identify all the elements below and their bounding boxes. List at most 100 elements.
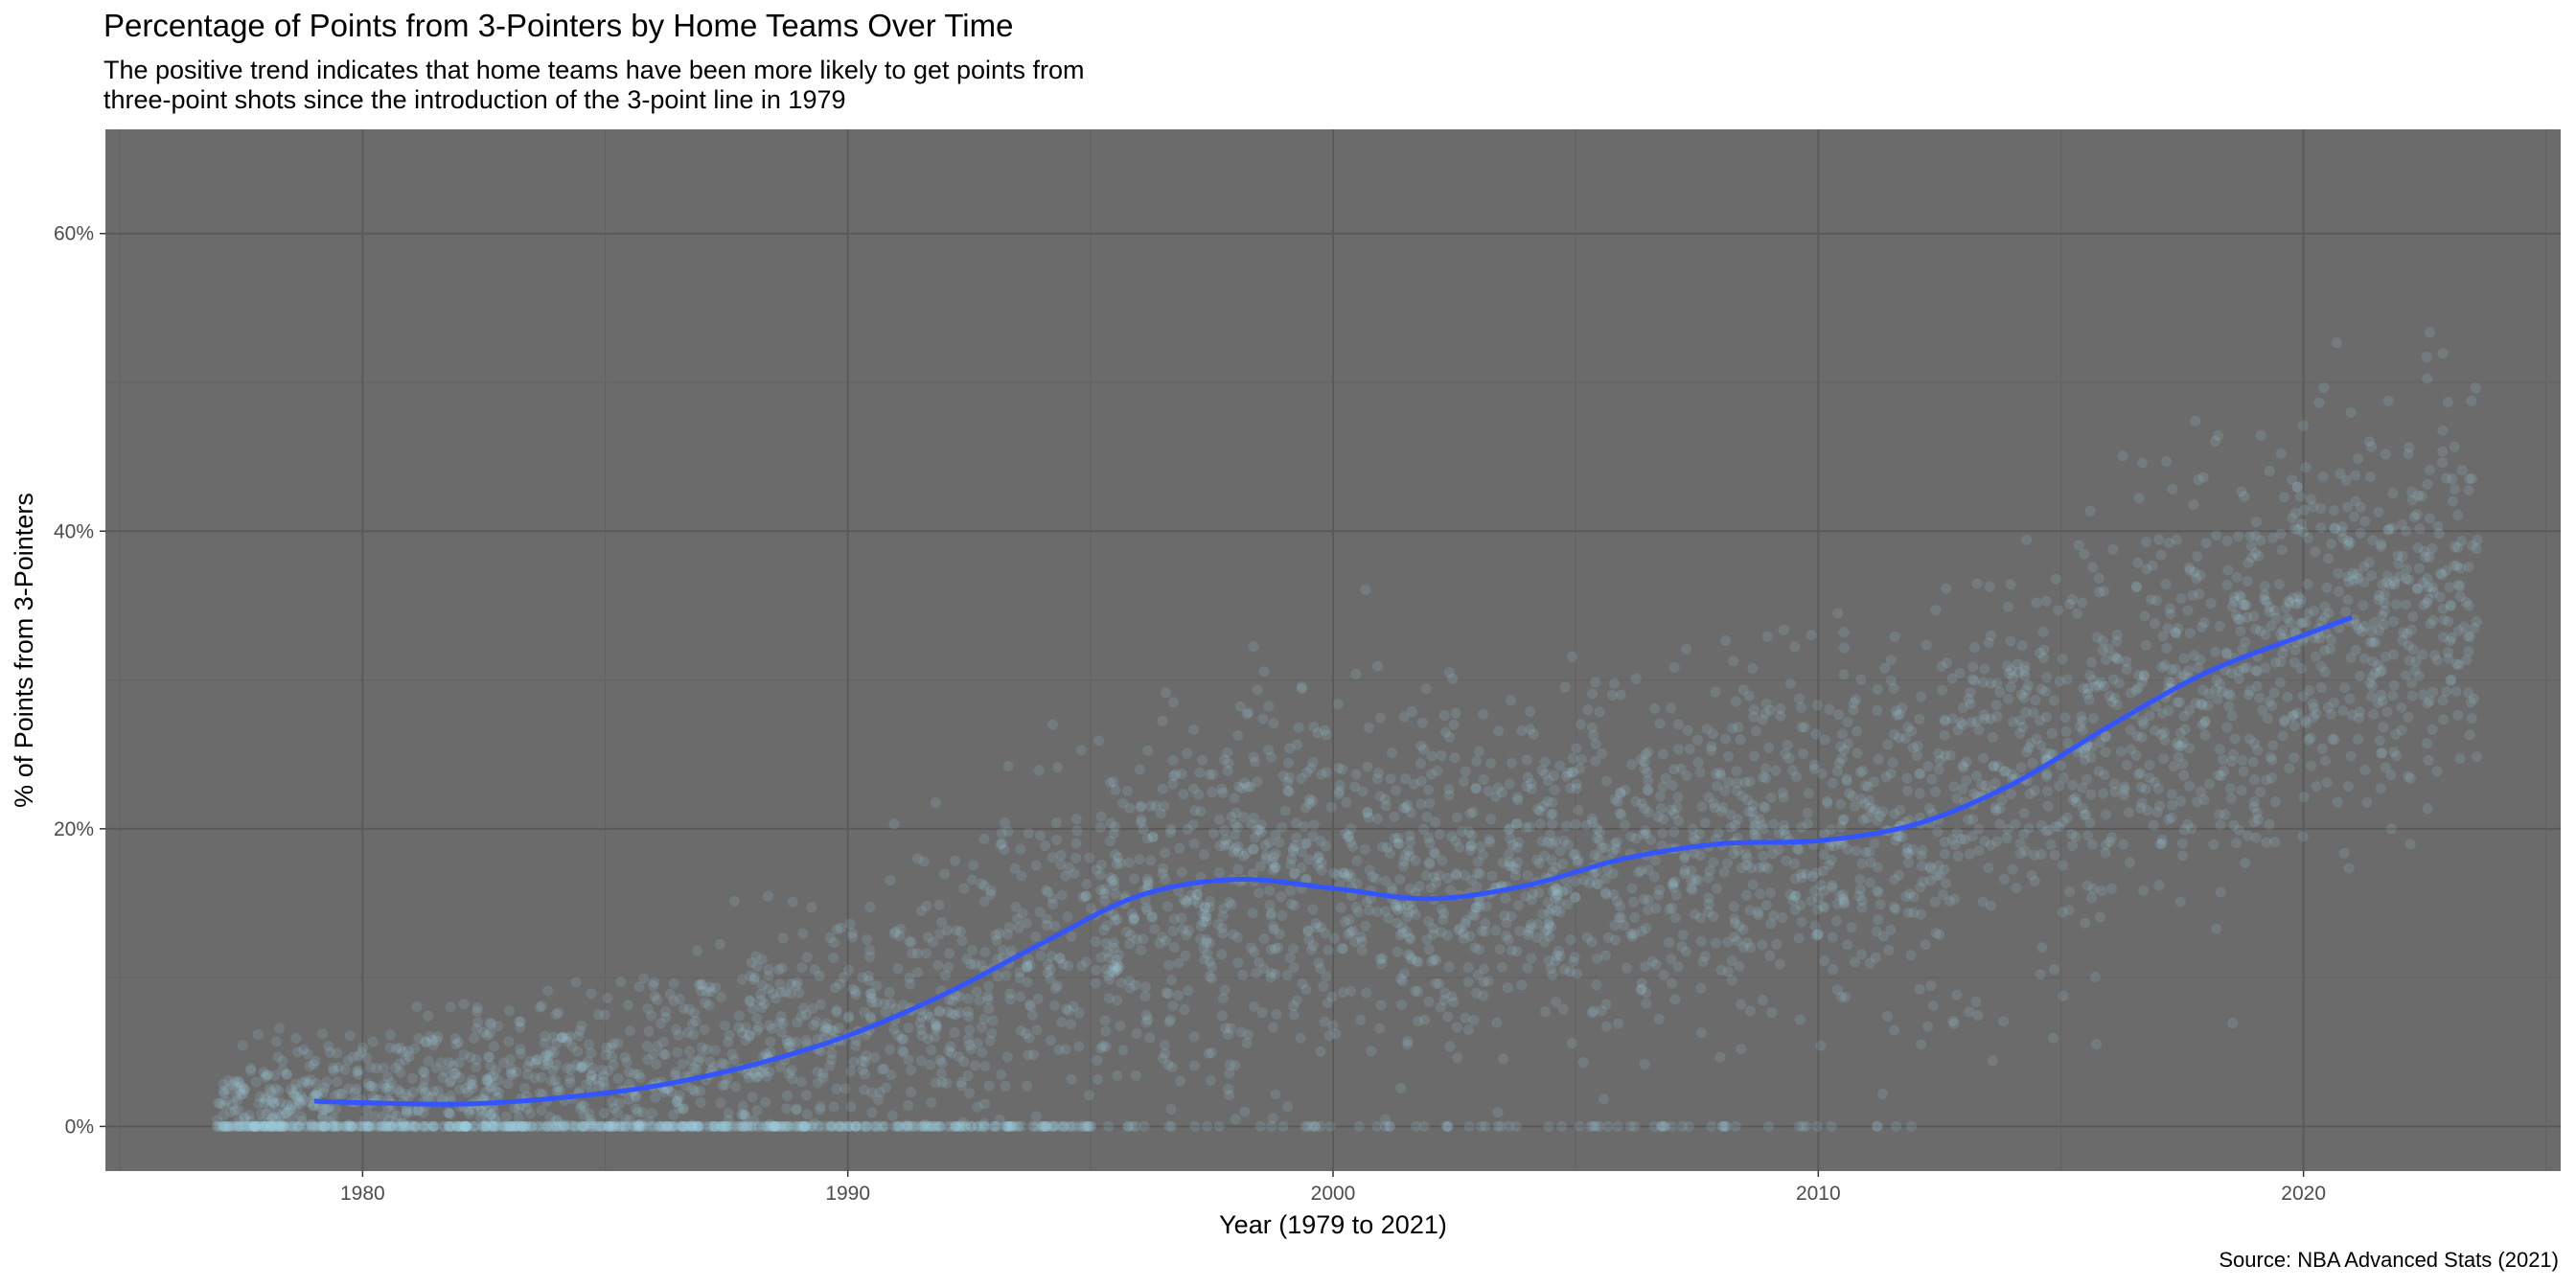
data-point [438,1120,449,1132]
data-point [918,856,930,867]
data-point [222,1084,234,1095]
data-point [1789,904,1801,915]
data-point [1147,831,1159,842]
data-point [2455,563,2467,574]
data-point [1204,769,1215,780]
data-point [607,1095,618,1107]
data-point [1503,934,1514,946]
data-point [2295,593,2307,605]
data-point [1246,942,1257,954]
data-point [1434,870,1445,882]
data-point [1319,1016,1330,1027]
data-point [1364,905,1375,916]
data-point [763,970,774,981]
data-point [2079,744,2090,755]
data-point [239,1120,250,1132]
x-tick-label: 2020 [2281,1183,2326,1205]
data-point [1586,936,1598,948]
data-point [2109,692,2121,703]
data-point [2364,436,2376,448]
data-point [1436,927,1447,938]
data-point [1630,833,1642,844]
data-point [843,1120,855,1132]
data-point [807,1120,818,1132]
data-point [985,885,997,896]
data-point [2412,541,2424,553]
data-point [936,1057,948,1069]
data-point [2446,600,2457,611]
data-point [1787,894,1799,906]
data-point [397,1046,408,1057]
data-point [1998,1016,2010,1027]
data-point [1289,900,1300,911]
data-point [2345,750,2357,762]
data-point [1321,971,1332,982]
data-point [1856,858,1868,869]
data-point [356,1046,368,1058]
data-point [701,986,712,998]
data-point [1607,847,1619,859]
data-point [1114,961,1125,973]
data-point [748,974,760,985]
data-point [1248,641,1259,653]
data-point [2424,551,2435,563]
data-point [1991,836,2003,847]
data-point [1413,956,1424,968]
data-point [668,1109,679,1120]
data-point [421,1037,432,1048]
data-point [559,1120,570,1132]
data-point [1332,869,1344,881]
data-point [1948,1018,1960,1029]
data-point [1450,707,1461,719]
data-point [1668,882,1679,893]
data-point [277,1055,288,1067]
data-point [2315,682,2327,694]
data-point [1075,745,1087,756]
data-point [1994,686,2006,698]
data-point [1219,754,1230,766]
data-point [1415,798,1427,810]
data-point [1569,952,1580,963]
data-point [1296,683,1307,695]
data-point [1505,833,1516,844]
data-point [2079,809,2090,820]
data-point [1108,936,1119,948]
data-point [751,1070,763,1082]
data-point [302,1048,313,1060]
data-point [1418,1120,1430,1132]
data-point [484,1071,495,1083]
data-point [1247,908,1258,919]
data-point [775,1062,787,1073]
data-point [1108,828,1119,840]
data-point [230,1091,242,1102]
data-point [2023,822,2035,834]
data-point [453,1084,465,1095]
data-point [1728,848,1739,860]
data-point [730,1081,742,1092]
data-point [990,930,1001,941]
data-point [1015,991,1026,1002]
data-point [1469,909,1481,921]
data-point [2096,886,2107,897]
data-point [1973,823,1985,835]
data-point [472,1002,483,1014]
data-point [1914,983,1925,995]
data-point [2297,831,2309,842]
data-point [1030,860,1042,871]
data-point [1230,829,1241,840]
data-point [2367,656,2379,667]
data-point [379,1079,390,1091]
data-point [1956,833,1967,844]
data-point [1207,787,1218,798]
data-point [1731,766,1742,777]
data-point [2287,474,2298,486]
data-point [801,1109,813,1120]
data-point [1809,920,1821,932]
data-point [1573,804,1584,816]
data-point [502,1120,514,1132]
data-point [1838,898,1850,909]
data-point [1165,1103,1177,1115]
data-point [463,1105,474,1116]
data-point [1658,969,1669,980]
data-point [1046,719,1058,730]
